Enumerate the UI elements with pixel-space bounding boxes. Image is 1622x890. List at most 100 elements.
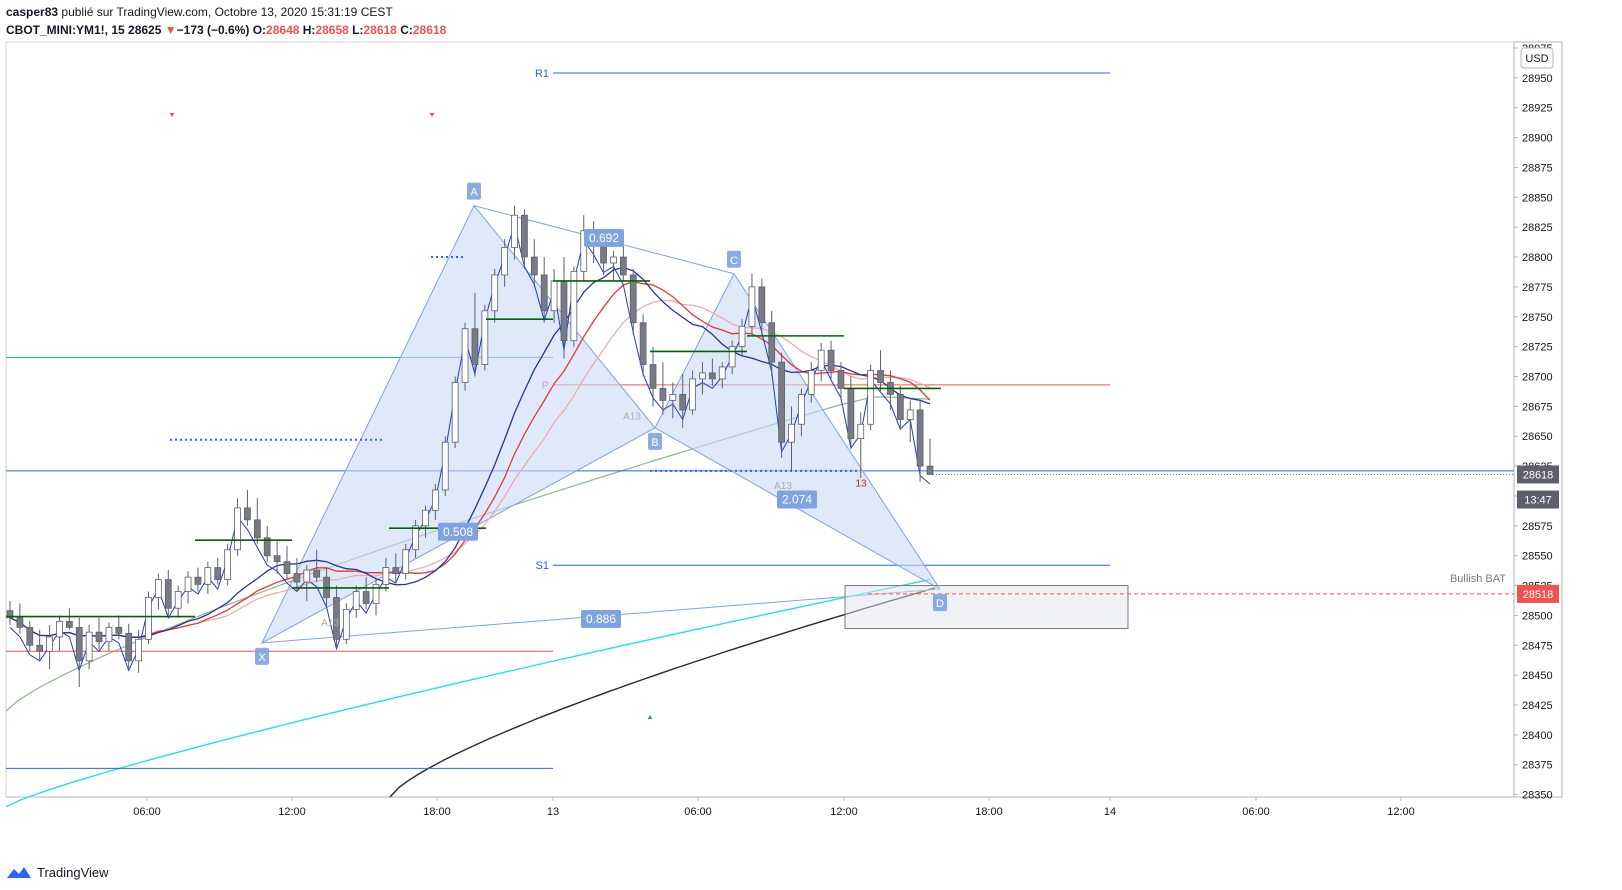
price-tag-last[interactable] (1517, 465, 1559, 484)
candle-body[interactable] (629, 274, 637, 324)
candle-body[interactable] (402, 549, 410, 575)
candle-body[interactable] (253, 519, 261, 539)
candle-body[interactable] (224, 549, 232, 580)
candle-body[interactable] (65, 620, 73, 628)
candle-body[interactable] (807, 370, 815, 395)
candle-body[interactable] (619, 256, 627, 276)
candle-body[interactable] (85, 631, 93, 662)
candle-body[interactable] (56, 620, 63, 638)
prz-box[interactable] (844, 585, 1129, 630)
candle-body[interactable] (115, 626, 123, 634)
candle-body[interactable] (718, 366, 726, 380)
candle-body[interactable] (145, 597, 152, 640)
candle-body[interactable] (461, 328, 469, 383)
candle-body[interactable] (758, 286, 766, 324)
candle-body[interactable] (916, 409, 924, 467)
candle-body[interactable] (728, 346, 736, 368)
candle-body[interactable] (362, 591, 370, 604)
candle-body[interactable] (877, 370, 884, 383)
pattern-point-badge[interactable] (255, 647, 269, 665)
candle-body[interactable] (896, 394, 904, 420)
candle-body[interactable] (511, 214, 518, 248)
candle-body[interactable] (748, 286, 756, 327)
candle-body[interactable] (570, 270, 578, 342)
candle-body[interactable] (263, 537, 271, 557)
candle-body[interactable] (847, 388, 855, 440)
candle-body[interactable] (817, 349, 825, 371)
candle-body[interactable] (333, 597, 340, 640)
candle-body[interactable] (382, 567, 390, 585)
candle-body[interactable] (798, 394, 805, 425)
candle-body[interactable] (303, 569, 311, 583)
candle-body[interactable] (610, 256, 617, 264)
candle-body[interactable] (501, 247, 508, 276)
candle-body[interactable] (669, 394, 677, 401)
candle-body[interactable] (659, 388, 667, 401)
candle-body[interactable] (184, 576, 192, 592)
price-scale[interactable] (1513, 41, 1563, 798)
candle-body[interactable] (125, 632, 133, 662)
tradingview-footer[interactable]: TradingView (6, 864, 109, 880)
candle-body[interactable] (372, 583, 380, 604)
candle-body[interactable] (550, 280, 558, 312)
candle-body[interactable] (738, 325, 746, 348)
candle-body[interactable] (392, 567, 400, 575)
candle-body[interactable] (164, 579, 172, 609)
candle-body[interactable] (234, 507, 241, 551)
candle-body[interactable] (244, 507, 251, 521)
candle-body[interactable] (679, 394, 687, 411)
candle-body[interactable] (6, 610, 14, 619)
candle-body[interactable] (105, 626, 113, 643)
candle-body[interactable] (530, 256, 538, 276)
price-tag-alert[interactable] (1517, 584, 1559, 603)
candle-body[interactable] (155, 579, 162, 598)
candle-body[interactable] (46, 636, 53, 652)
candle-body[interactable] (827, 349, 835, 371)
candle-body[interactable] (639, 322, 647, 365)
ratio-badge[interactable] (584, 228, 624, 247)
candle-body[interactable] (16, 617, 24, 628)
price-tag-countdown[interactable] (1517, 490, 1559, 509)
candle-body[interactable] (214, 567, 222, 580)
candle-body[interactable] (352, 591, 360, 610)
candle-body[interactable] (768, 322, 776, 363)
pattern-point-badge[interactable] (467, 182, 481, 200)
candle-body[interactable] (194, 576, 202, 585)
candle-body[interactable] (540, 274, 548, 312)
candle-body[interactable] (412, 525, 419, 551)
candle-body[interactable] (649, 364, 657, 389)
candle-body[interactable] (36, 644, 44, 652)
candle-body[interactable] (313, 569, 321, 578)
candle-body[interactable] (788, 423, 795, 443)
candle-body[interactable] (491, 274, 499, 312)
candle-body[interactable] (600, 244, 607, 264)
candle-body[interactable] (95, 631, 103, 643)
candle-body[interactable] (926, 465, 934, 475)
candle-body[interactable] (273, 555, 281, 563)
pattern-point-badge[interactable] (727, 250, 741, 268)
candle-body[interactable] (837, 370, 845, 389)
currency-button[interactable] (1520, 47, 1554, 69)
candle-body[interactable] (422, 509, 429, 527)
candle-body[interactable] (432, 489, 439, 511)
candle-body[interactable] (26, 626, 34, 646)
candle-body[interactable] (135, 638, 142, 662)
candle-body[interactable] (560, 280, 568, 342)
candle-body[interactable] (708, 372, 716, 380)
pattern-point-badge[interactable] (648, 432, 662, 450)
candle-body[interactable] (699, 372, 706, 380)
candle-body[interactable] (174, 591, 182, 609)
author-name[interactable]: casper83 (6, 5, 59, 19)
candle-body[interactable] (204, 567, 212, 585)
candle-body[interactable] (293, 573, 301, 583)
candle-body[interactable] (471, 328, 479, 365)
ratio-badge[interactable] (777, 490, 817, 509)
candle-body[interactable] (342, 609, 350, 640)
candle-body[interactable] (580, 230, 588, 272)
candle-body[interactable] (75, 626, 83, 662)
candle-body[interactable] (857, 423, 865, 440)
candle-body[interactable] (451, 382, 459, 443)
candle-body[interactable] (689, 378, 696, 411)
candle-body[interactable] (867, 370, 875, 425)
